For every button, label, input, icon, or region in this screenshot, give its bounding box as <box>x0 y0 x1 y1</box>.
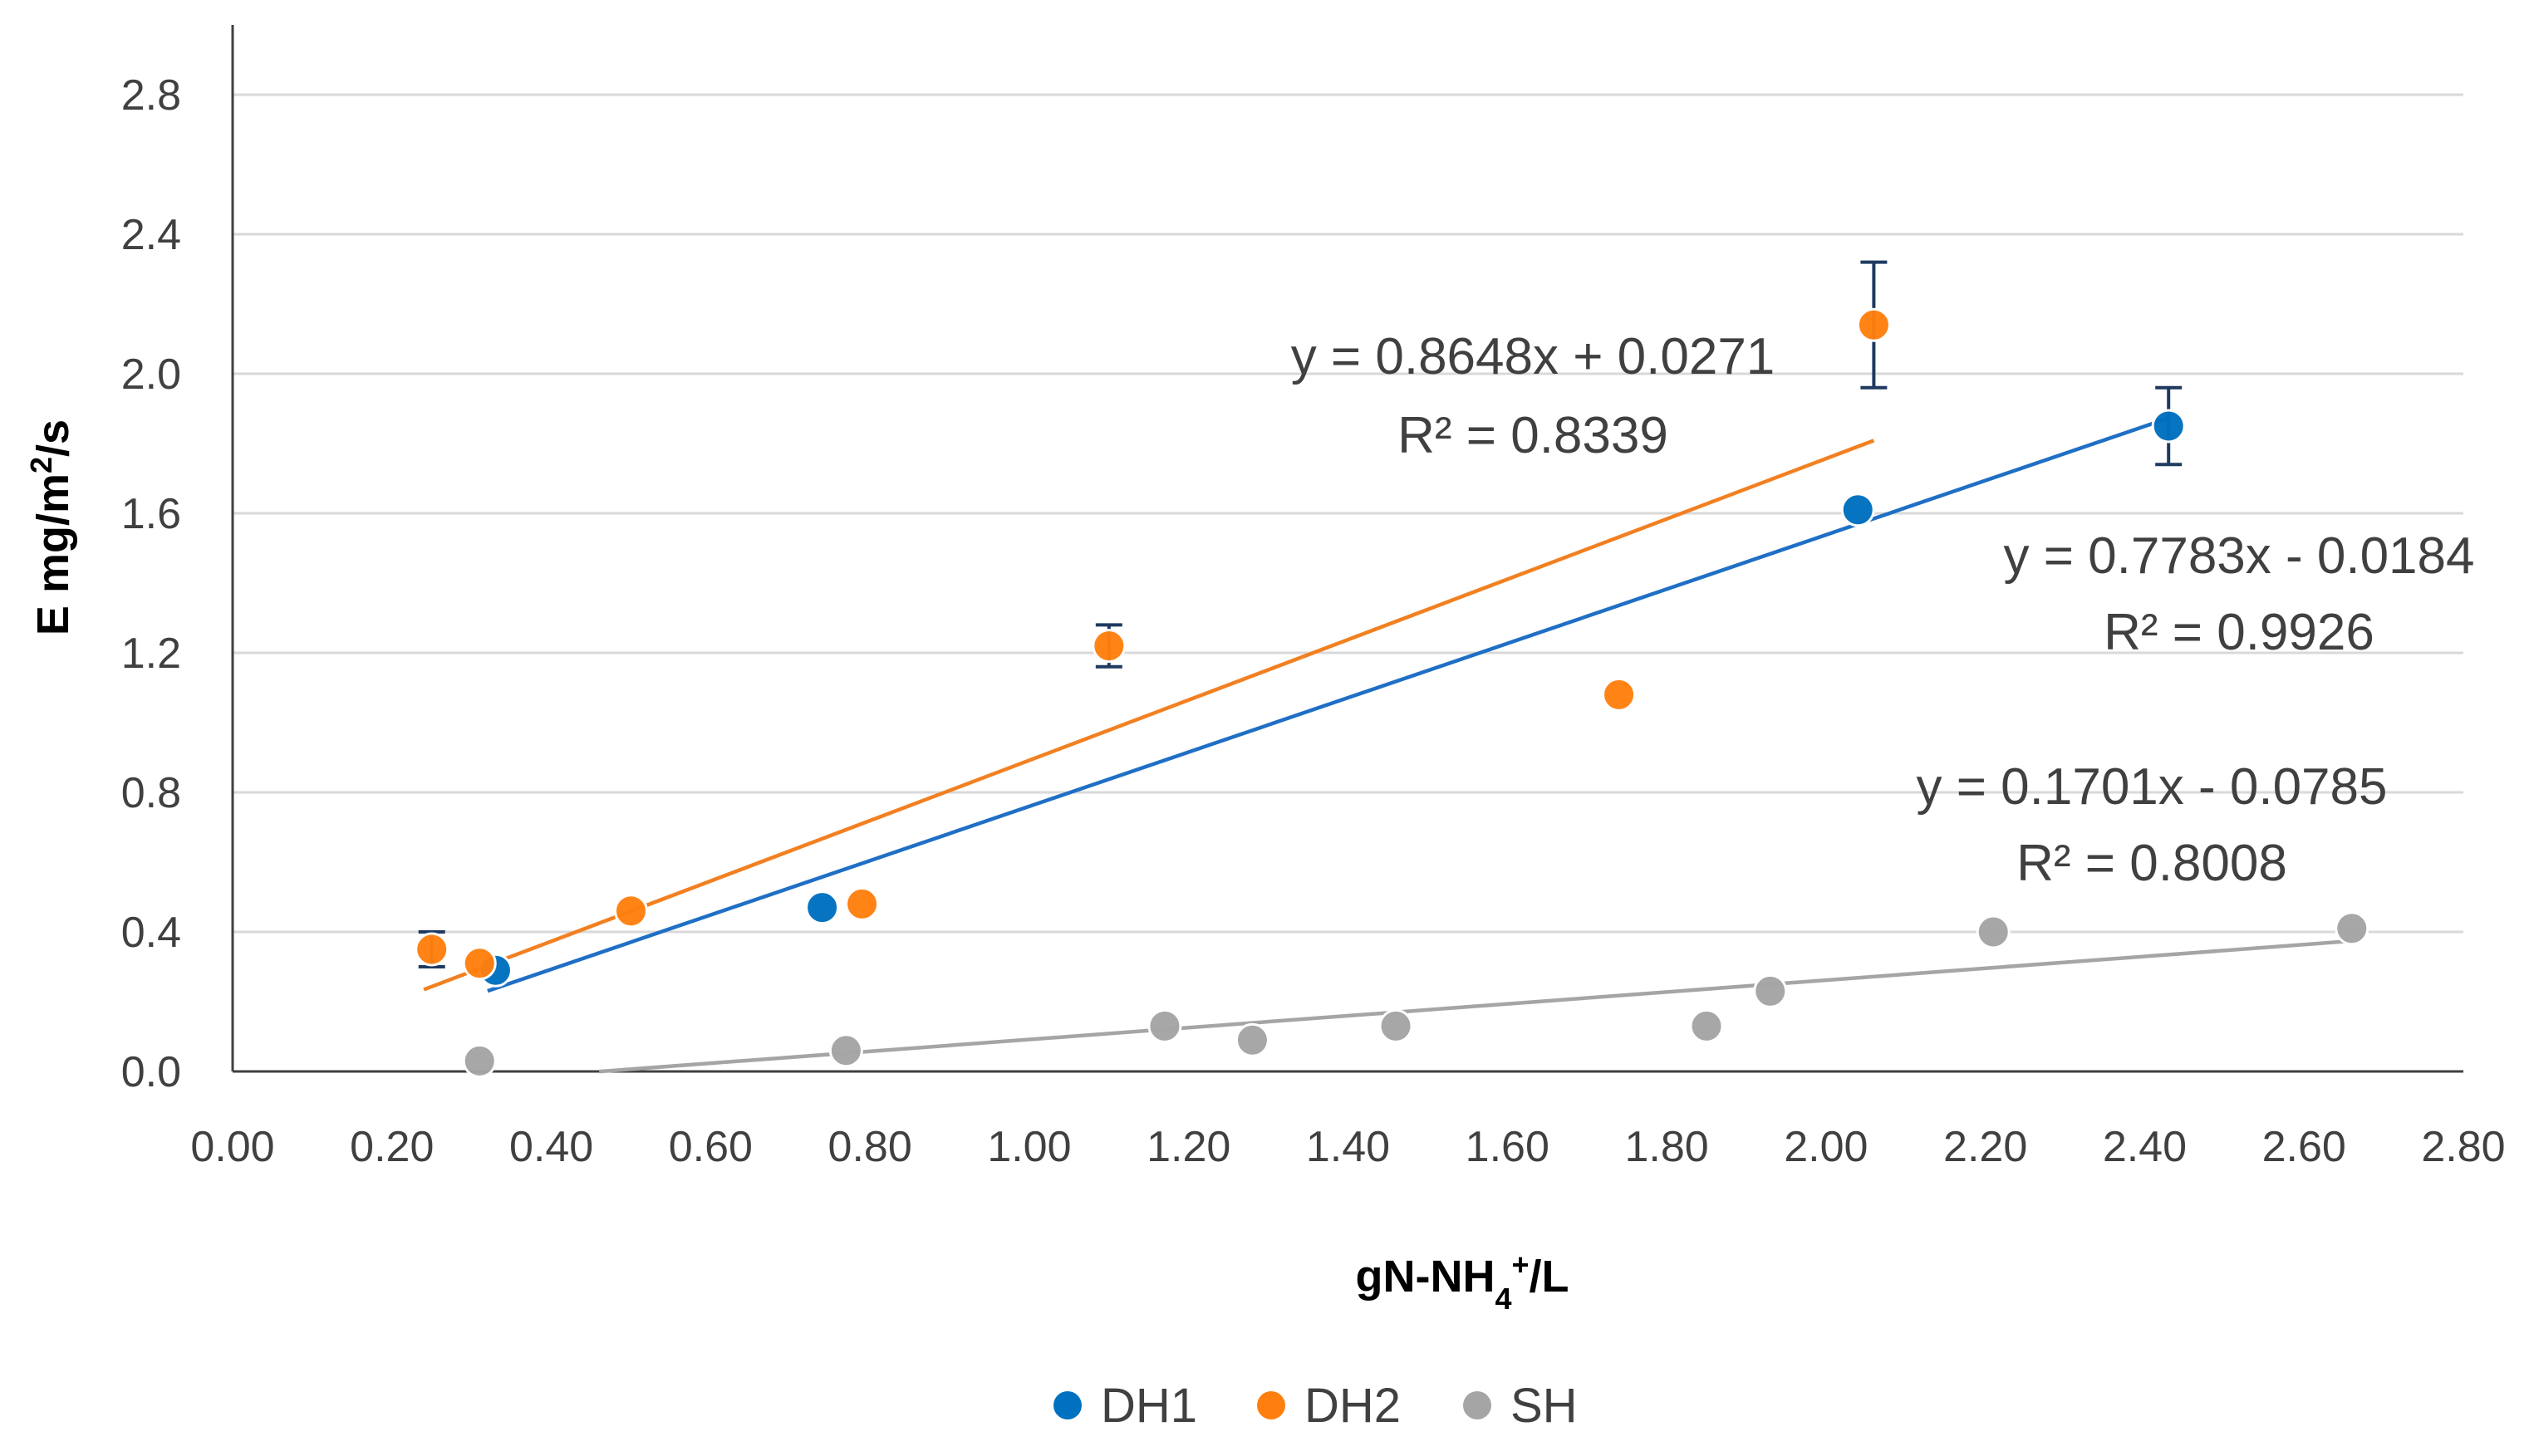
point-dh1 <box>805 890 840 925</box>
y-tick-label: 2.8 <box>121 71 181 120</box>
point-dh2 <box>1602 677 1637 712</box>
y-tick-labels: 0.0 0.4 0.8 1.2 1.6 2.0 2.4 2.8 <box>121 71 181 1096</box>
x-tick-label: 2.60 <box>2262 1123 2346 1171</box>
x-tick-label: 2.80 <box>2421 1123 2505 1171</box>
dh1-equation: y = 0.7783x - 0.0184 <box>2003 527 2474 585</box>
y-tick-label: 2.4 <box>121 211 181 259</box>
trendline-sh <box>598 939 2352 1074</box>
x-tick-label: 1.60 <box>1466 1123 1549 1171</box>
point-sh <box>1235 1022 1269 1057</box>
point-sh <box>1147 1008 1182 1043</box>
x-tick-label: 1.80 <box>1624 1123 1708 1171</box>
dh2-r-squared: R² = 0.8339 <box>1397 407 1668 464</box>
point-sh <box>462 1043 497 1078</box>
legend-marker-dh1 <box>1053 1391 1082 1419</box>
point-dh1 <box>2151 409 2186 444</box>
x-tick-label: 0.20 <box>350 1123 434 1171</box>
legend-marker-sh <box>1463 1391 1491 1419</box>
point-sh <box>1976 914 2011 949</box>
sh-equation: y = 0.1701x - 0.0785 <box>1916 758 2387 816</box>
point-dh2 <box>845 886 880 921</box>
y-tick-label: 2.0 <box>121 351 181 399</box>
sh-r-squared: R² = 0.8008 <box>2016 835 2287 892</box>
dh2-equation: y = 0.8648x + 0.0271 <box>1291 328 1775 385</box>
trendline-dh1 <box>487 416 2169 993</box>
trendline-dh2 <box>423 439 1875 992</box>
point-sh <box>1378 1008 1413 1043</box>
point-dh2 <box>415 932 449 967</box>
y-axis-title: E mg/m2/s <box>24 419 79 635</box>
legend-label-dh2: DH2 <box>1304 1379 1401 1433</box>
x-tick-label: 0.00 <box>190 1123 274 1171</box>
point-dh2 <box>1856 307 1891 342</box>
point-sh <box>1689 1008 1724 1043</box>
point-dh2 <box>462 946 497 981</box>
point-dh2 <box>1092 629 1127 664</box>
point-sh <box>828 1033 863 1068</box>
data-points <box>415 307 2369 1078</box>
x-tick-label: 2.20 <box>1943 1123 2027 1171</box>
legend: DH1 DH2 SH <box>1053 1379 1578 1433</box>
dh1-r-squared: R² = 0.9926 <box>2104 604 2374 661</box>
y-tick-label: 0.0 <box>121 1048 181 1096</box>
x-tick-label: 0.40 <box>509 1123 593 1171</box>
point-dh2 <box>613 894 648 929</box>
x-tick-label: 0.60 <box>669 1123 753 1171</box>
gridlines <box>233 93 2463 934</box>
point-dh1 <box>1840 493 1875 527</box>
legend-marker-dh2 <box>1257 1391 1285 1419</box>
y-tick-label: 0.4 <box>121 909 181 957</box>
y-tick-label: 0.8 <box>121 769 181 817</box>
x-tick-label: 1.40 <box>1306 1123 1390 1171</box>
x-tick-label: 2.00 <box>1784 1123 1868 1171</box>
x-tick-label: 0.80 <box>828 1123 912 1171</box>
legend-label-sh: SH <box>1510 1379 1578 1433</box>
point-sh <box>1753 973 1788 1008</box>
x-tick-label: 2.40 <box>2103 1123 2187 1171</box>
trendlines <box>423 416 2352 1074</box>
x-tick-label: 1.20 <box>1147 1123 1230 1171</box>
x-tick-label: 1.00 <box>987 1123 1071 1171</box>
y-tick-label: 1.2 <box>121 630 181 678</box>
x-axis-title: gN-NH4+/L <box>1355 1248 1569 1316</box>
legend-label-dh1: DH1 <box>1101 1379 1197 1433</box>
x-tick-labels: 0.00 0.20 0.40 0.60 0.80 1.00 1.20 1.40 1.60 1.80… <box>190 1123 2505 1171</box>
y-tick-label: 1.6 <box>121 490 181 538</box>
point-sh <box>2335 911 2369 946</box>
